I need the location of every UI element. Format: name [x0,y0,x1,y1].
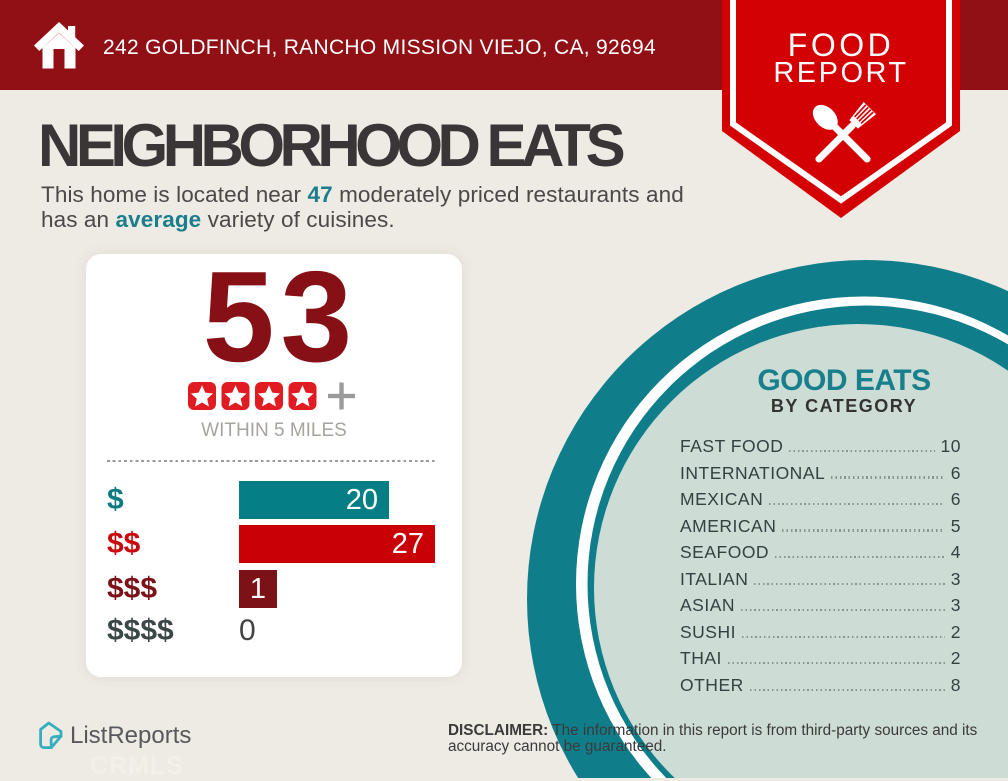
svg-text:REPORT: REPORT [773,57,908,89]
